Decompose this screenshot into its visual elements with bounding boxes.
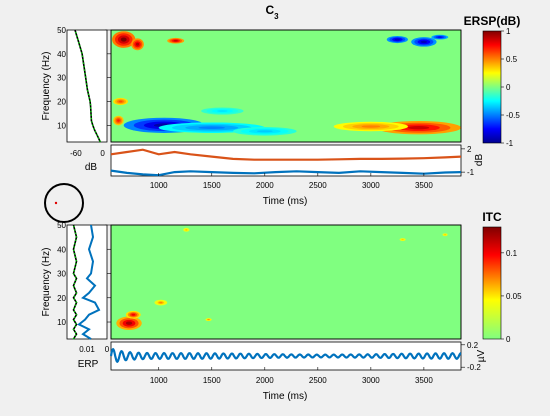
head-map: [44, 183, 84, 223]
ersp-colorbar: 1 0.5 0 -0.5 -1: [482, 27, 520, 148]
ersp-xlabel: Time (ms): [263, 196, 308, 207]
ersp-ylabel: Frequency (Hz): [41, 52, 52, 121]
ersp-cbar-tick-label: 0: [506, 83, 511, 92]
erp-xtick-label: 2500: [309, 376, 327, 385]
ersp-ytick-label: 20: [57, 97, 66, 106]
erp-xtick-label: 3000: [362, 376, 380, 385]
envelope-xtick-label: 3500: [415, 181, 433, 190]
itc-ylabel: Frequency (Hz): [41, 248, 52, 317]
envelope-xtick-label: 2500: [309, 181, 327, 190]
itc-spectrum-xtick-label: 0: [105, 345, 110, 354]
erp-xtick-label: 1000: [150, 376, 168, 385]
itc-spectrum-xtick-label: 0.01: [79, 345, 95, 354]
baseline-xtick-label: -60: [70, 149, 82, 158]
envelope-xtick-label: 1500: [203, 181, 221, 190]
itc-ytick-label: 40: [57, 245, 66, 254]
erp-ytick-label: 0.2: [467, 341, 479, 350]
figure-title: C3: [265, 3, 279, 21]
electrode-dot: [54, 201, 58, 205]
ersp-cbar-tick-label: -1: [506, 139, 514, 148]
ersp-blob-3: [217, 110, 228, 112]
ersp-blob-2: [256, 130, 273, 133]
itc-ytick-label: 50: [57, 221, 66, 230]
erp-panel: [109, 341, 462, 371]
itc-blob-1: [131, 313, 136, 316]
envelope-xtick-label: 2000: [256, 181, 274, 190]
itc-significance-dots: [72, 224, 78, 340]
ersp-baseline-spectrum: [66, 29, 108, 143]
erp-xtick-label: 3500: [415, 376, 433, 385]
erp-y-ticks: 0.2 -0.2: [461, 341, 481, 372]
ersp-blob-6: [120, 37, 127, 42]
erp-label: ERP: [78, 359, 99, 370]
ersp-ytick-label: 10: [57, 121, 66, 130]
ersp-colorbar-title: ERSP(dB): [464, 14, 521, 28]
itc-ytick-label: 10: [57, 318, 66, 327]
ersp-blob-8: [173, 40, 178, 42]
itc-spectrum: [66, 224, 108, 340]
envelope-ytick-label: -1: [467, 168, 475, 177]
erp-trace: [109, 347, 462, 363]
envelope-xtick-label: 3000: [362, 181, 380, 190]
itc-blob-5: [401, 239, 404, 240]
baseline-xtick-label: 0: [100, 149, 105, 158]
itc-ytick-label: 20: [57, 294, 66, 303]
itc-blob-2: [159, 301, 163, 304]
ersp-blob-7: [135, 42, 140, 46]
ersp-cbar-tick-label: 0.5: [506, 55, 518, 64]
itc-cbar-tick-label: 0: [506, 335, 511, 344]
envelope-ytick-label: 2: [467, 145, 472, 154]
baseline-xlabel: dB: [85, 162, 98, 173]
baseline-spectrum-dots: [74, 29, 101, 143]
itc-colorbar-title: ITC: [482, 210, 502, 224]
itc-blob-0: [125, 321, 133, 325]
envelope-xtick-label: 1000: [150, 181, 168, 190]
itc-ytick-label: 30: [57, 270, 66, 279]
ersp-cbar-tick-label: -0.5: [506, 111, 520, 120]
itc-blob-3: [185, 229, 188, 231]
itc-xlabel: Time (ms): [263, 391, 308, 402]
erp-xtick-label: 2000: [256, 376, 274, 385]
envelope-ylabel: dB: [474, 154, 485, 167]
envelope-series-0: [110, 148, 462, 161]
erp-xtick-label: 1500: [203, 376, 221, 385]
ersp-ytick-label: 50: [57, 26, 66, 35]
ersp-blob-12: [118, 100, 123, 103]
ersp-blob-13: [117, 119, 120, 122]
ersp-ytick-label: 30: [57, 74, 66, 83]
erp-x-ticks: 1000 1500 2000 2500 3000 3500: [150, 367, 433, 385]
envelope-x-ticks: 1000 1500 2000 2500 3000 3500: [150, 173, 433, 190]
itc-colorbar: 0.1 0.05 0: [482, 226, 522, 344]
ersp-blob-4: [407, 126, 430, 130]
ersp-blob-1: [198, 126, 226, 130]
itc-cbar-tick-label: 0.1: [506, 249, 518, 258]
itc-spectrum-xticks: 0.01 0: [79, 345, 110, 354]
itc-blob-4: [207, 319, 210, 320]
itc-heatmap: [110, 224, 462, 340]
erp-ylabel: µV: [476, 349, 487, 362]
itc-spectrum-line: [77, 224, 101, 340]
ersp-blob-10: [420, 40, 428, 44]
ersp-cbar-tick-label: 1: [506, 27, 511, 36]
itc-blob-6: [444, 234, 446, 236]
ersp-envelope: [110, 144, 462, 177]
erp-ytick-label: -0.2: [467, 363, 481, 372]
envelope-y-ticks: 2 -1: [461, 145, 475, 177]
baseline-xticks: -60 0: [70, 149, 105, 158]
ersp-heatmap: [110, 29, 462, 143]
ersp-blob-9: [394, 38, 401, 41]
ersp-blob-11: [437, 36, 442, 38]
itc-cbar-tick-label: 0.05: [506, 292, 522, 301]
ersp-blob-5: [361, 125, 381, 128]
ersp-ytick-label: 40: [57, 50, 66, 59]
